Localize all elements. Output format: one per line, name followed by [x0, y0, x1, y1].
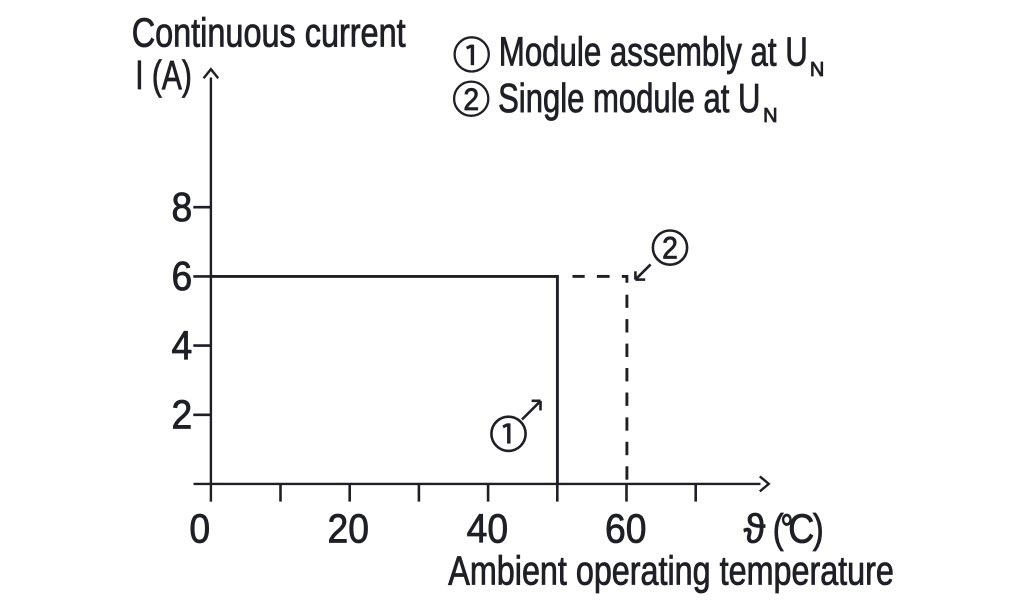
- svg-text:N: N: [763, 105, 777, 127]
- svg-text:C: C: [788, 506, 814, 552]
- svg-text:): ): [813, 505, 824, 551]
- svg-text:Continuous current: Continuous current: [132, 10, 406, 55]
- svg-text:2: 2: [463, 83, 479, 118]
- svg-text:Single module at U: Single module at U: [498, 75, 760, 121]
- svg-text:Module assembly at U: Module assembly at U: [499, 28, 808, 74]
- svg-text:2: 2: [172, 393, 193, 438]
- svg-text:I (A): I (A): [135, 51, 192, 98]
- svg-text:6: 6: [172, 255, 193, 300]
- svg-text:4: 4: [172, 324, 193, 369]
- svg-text:°: °: [780, 505, 793, 551]
- svg-text:Ambient operating temperature: Ambient operating temperature: [448, 548, 894, 594]
- svg-text:N: N: [810, 59, 824, 81]
- svg-text:(: (: [773, 505, 784, 551]
- svg-text:8: 8: [172, 185, 193, 230]
- svg-text:40: 40: [467, 507, 508, 552]
- svg-text:60: 60: [605, 507, 646, 552]
- svg-text:20: 20: [328, 507, 369, 552]
- svg-text:2: 2: [662, 231, 678, 266]
- svg-text:0: 0: [189, 507, 210, 552]
- svg-text:ϑ: ϑ: [744, 505, 766, 552]
